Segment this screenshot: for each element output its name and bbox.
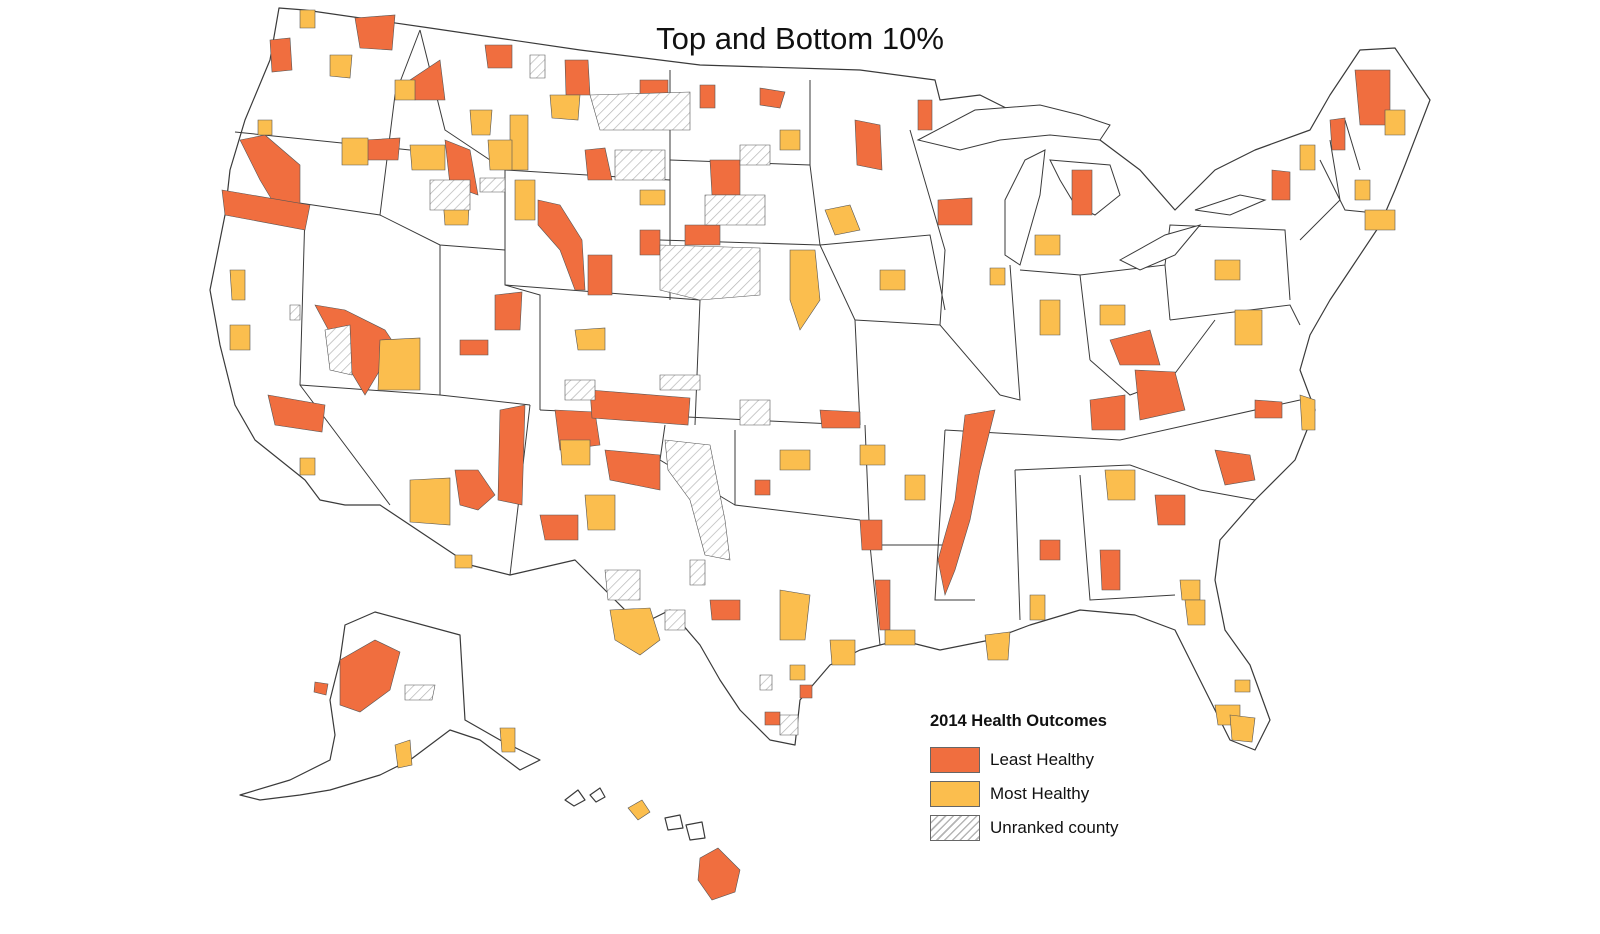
legend-item-unranked: Unranked county [930,811,1190,845]
most-healthy-counties [229,9,1406,769]
unranked-swatch [930,815,980,841]
legend-item-most-healthy: Most Healthy [930,777,1190,811]
map-title: Top and Bottom 10% [656,20,944,56]
map-legend: 2014 Health Outcomes Least Healthy Most … [930,712,1190,845]
most-healthy-swatch [930,781,980,807]
legend-label: Most Healthy [990,784,1090,803]
alaska-outline [239,611,541,801]
legend-item-least-healthy: Least Healthy [930,743,1190,777]
least-healthy-counties [221,14,1391,726]
legend-title: 2014 Health Outcomes [930,712,1107,730]
unranked-counties [289,54,799,736]
legend-label: Least Healthy [990,750,1094,769]
hawaii-islands [564,787,741,901]
legend-label: Unranked county [990,818,1119,837]
least-healthy-swatch [930,747,980,773]
